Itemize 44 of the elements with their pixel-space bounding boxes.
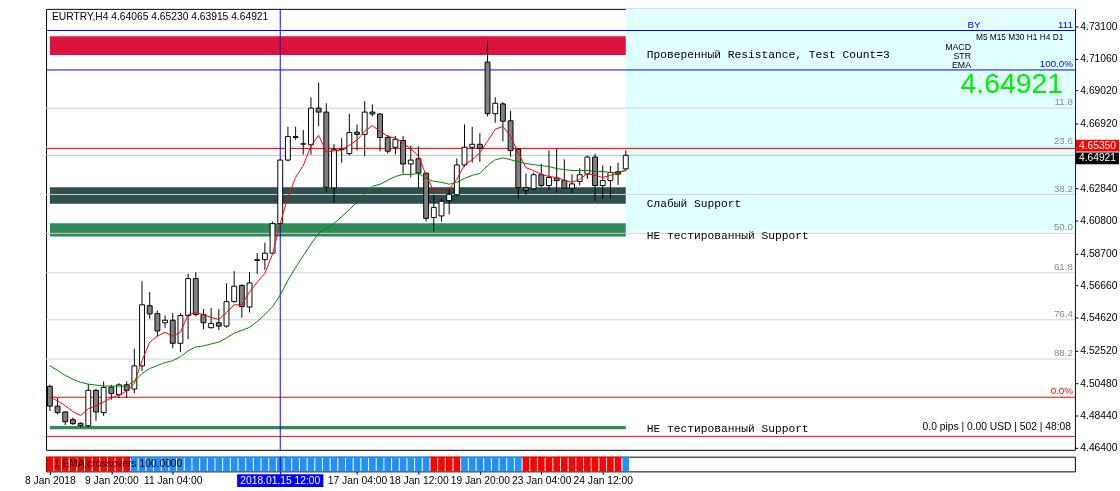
band-label: Проверенный Resistance, Test Count=3 xyxy=(646,48,891,61)
band-label: НЕ тестированный Support xyxy=(646,230,809,243)
y-tick-label: 4.46400 xyxy=(1080,442,1118,454)
y-tick-label: 4.69020 xyxy=(1080,85,1118,97)
annotation: EMA xyxy=(951,59,972,70)
x-tick-label: 8 Jan 2018 xyxy=(24,474,77,486)
annotation: 88.2 xyxy=(1053,347,1073,359)
annotation: 100.0% xyxy=(1039,58,1074,70)
y-tick-label: 4.64921 xyxy=(1078,152,1117,164)
y-tick-label: 4.52520 xyxy=(1080,345,1118,357)
x-tick-label: 11 Jan 04:00 xyxy=(143,474,203,486)
y-tick-label: 4.60800 xyxy=(1080,214,1118,226)
x-tick-label: 23 Jan 04:00 xyxy=(512,474,572,486)
band-label: НЕ тестированный Support xyxy=(646,423,809,436)
annotation: MACD xyxy=(945,42,972,53)
annotation: 50.0 xyxy=(1053,221,1074,233)
y-tick-label: 4.65350 xyxy=(1078,139,1117,151)
x-tick-label: 2018.01.15 12:00 xyxy=(240,474,321,486)
annotation: M5 M15 M30 H1 H4 D1 xyxy=(975,32,1064,43)
chart-title: EURTRY,H4 4.64065 4.65230 4.63915 4.64921 xyxy=(51,10,269,22)
annotation: 76.4 xyxy=(1053,307,1074,319)
band-label: Слабый Support xyxy=(646,197,742,210)
x-tick-label: 18 Jan 12:00 xyxy=(389,474,449,486)
annotation: 61.8 xyxy=(1053,260,1074,272)
x-tick-label: 24 Jan 12:00 xyxy=(573,474,634,486)
y-tick-label: 4.54620 xyxy=(1080,312,1118,324)
annotation: STR xyxy=(953,50,972,61)
y-tick-label: 4.66920 xyxy=(1080,118,1118,130)
x-tick-label: 19 Jan 20:00 xyxy=(450,474,511,486)
x-tick-label: 9 Jan 20:00 xyxy=(84,474,139,486)
annotation: 111 xyxy=(1058,18,1073,30)
annotation: 38.2 xyxy=(1053,182,1073,194)
annotation: BY xyxy=(967,19,981,31)
y-tick-label: 4.50480 xyxy=(1080,377,1118,389)
y-tick-label: 4.71060 xyxy=(1080,52,1118,64)
y-tick-label: 4.73100 xyxy=(1080,20,1118,32)
annotation: 0.0 pips | 0.00 USD | 502 | 48:08 xyxy=(922,421,1072,433)
y-tick-label: 4.58700 xyxy=(1080,247,1118,259)
annotation: 23.6 xyxy=(1053,135,1074,147)
x-tick-label: 17 Jan 04:00 xyxy=(327,474,388,486)
y-tick-label: 4.56660 xyxy=(1080,280,1118,292)
y-tick-label: 4.62840 xyxy=(1080,182,1118,194)
annotation: 0.0% xyxy=(1050,385,1074,397)
y-tick-label: 4.48440 xyxy=(1080,409,1118,421)
